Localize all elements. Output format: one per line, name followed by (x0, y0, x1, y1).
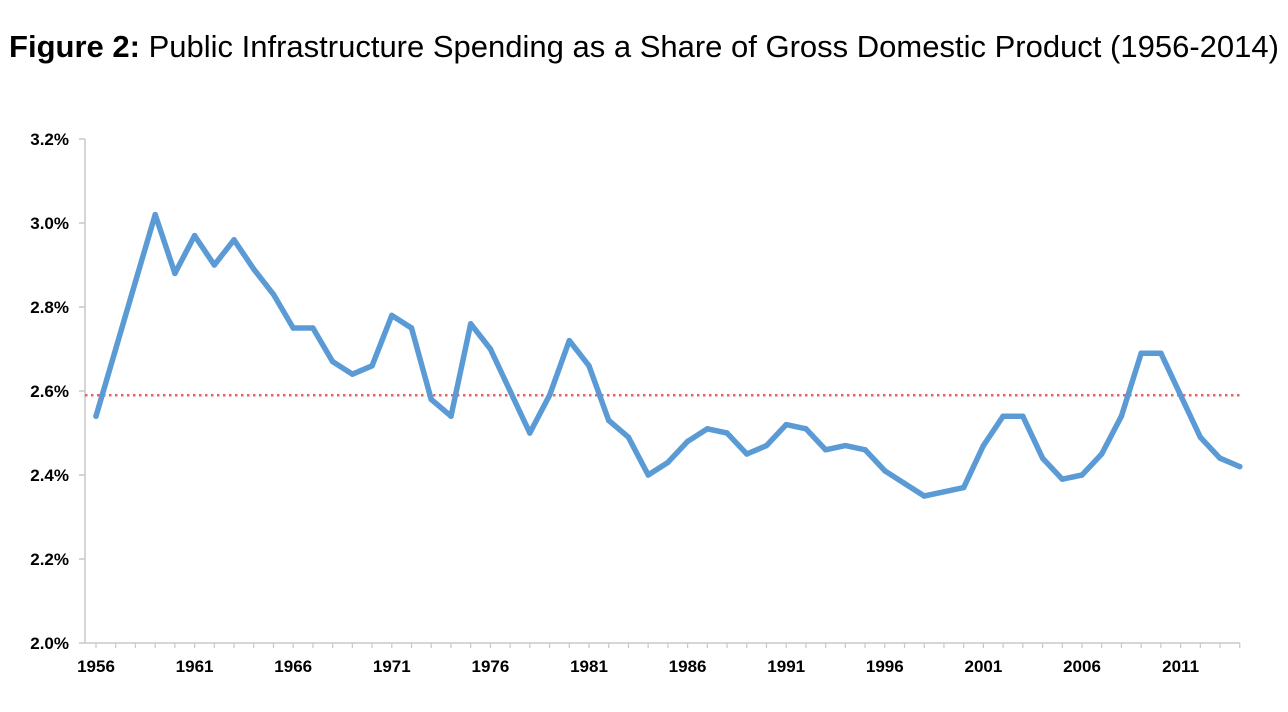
data-point (1158, 350, 1164, 356)
data-point (1020, 413, 1026, 419)
chart-title-text: Public Infrastructure Spending as a Shar… (148, 29, 1279, 64)
data-point (93, 413, 99, 419)
y-tick-label: 2.4% (30, 466, 69, 485)
y-axis: 2.0% 2.2% 2.4% 2.6% 2.8% 3.0% 3.2% (30, 130, 86, 653)
data-point (1177, 392, 1184, 398)
y-tick-label: 3.0% (30, 214, 69, 233)
data-point (428, 396, 434, 403)
data-point (389, 312, 395, 319)
data-point (1098, 451, 1105, 457)
data-point (112, 346, 119, 352)
data-point (507, 388, 513, 394)
data-point (1237, 463, 1243, 470)
x-axis: 1956 1961 1966 1971 1976 1981 1986 1991 1996 2001… (77, 642, 1241, 676)
data-point (251, 266, 257, 272)
data-point (645, 472, 651, 478)
data-point (960, 484, 967, 491)
x-tick-label: 2001 (964, 657, 1002, 676)
data-point (625, 434, 632, 440)
data-point (211, 262, 218, 268)
data-point (1138, 350, 1144, 356)
data-point (448, 413, 454, 419)
x-tick-label: 1976 (471, 657, 509, 676)
data-point (566, 337, 573, 344)
x-tick-label: 1966 (274, 657, 312, 676)
data-point (921, 493, 927, 499)
data-point (901, 480, 908, 487)
data-point (822, 447, 829, 453)
data-point (487, 346, 494, 352)
data-point (1000, 413, 1006, 419)
y-tick-label: 2.6% (30, 382, 69, 401)
data-point (586, 363, 592, 369)
data-point (152, 211, 158, 218)
x-tick-label: 2011 (1162, 657, 1199, 676)
data-point (842, 442, 849, 449)
data-point (605, 417, 612, 424)
y-tick-label: 2.8% (30, 298, 69, 317)
data-point (803, 426, 809, 432)
y-tick-label: 2.2% (30, 550, 69, 569)
chart-title-prefix: Figure 2: (9, 29, 140, 64)
data-point (665, 459, 671, 466)
data-point (1197, 434, 1204, 440)
y-tick-label: 2.0% (30, 634, 69, 653)
data-point (704, 426, 711, 432)
x-tick-label: 1991 (767, 657, 805, 676)
data-point (862, 447, 868, 453)
data-point (941, 489, 947, 495)
data-point (1079, 472, 1085, 478)
data-point (270, 291, 277, 298)
data-point (882, 468, 888, 474)
data-point (527, 430, 533, 436)
data-point (744, 451, 750, 457)
chart-title: Figure 2: Public Infrastructure Spending… (0, 28, 1288, 66)
series-line (93, 211, 1243, 499)
data-point (349, 371, 356, 377)
data-point (172, 270, 178, 277)
data-point (1118, 413, 1125, 419)
data-point (132, 279, 139, 285)
data-point (329, 358, 336, 365)
x-tick-label: 1961 (176, 657, 214, 676)
data-point (467, 321, 474, 327)
data-point (191, 232, 198, 239)
data-point (310, 325, 316, 331)
data-point (1039, 455, 1046, 461)
y-tick-label: 3.2% (30, 130, 69, 149)
series-group (93, 211, 1243, 499)
data-point (546, 392, 553, 398)
x-tick-label: 1956 (77, 657, 115, 676)
data-point (231, 237, 237, 243)
x-tick-label: 1971 (373, 657, 411, 676)
data-point (290, 325, 296, 331)
x-tick-label: 1986 (669, 657, 707, 676)
x-tick-label: 1996 (866, 657, 904, 676)
data-point (1059, 476, 1066, 482)
data-point (1217, 455, 1223, 461)
data-point (763, 442, 770, 449)
x-tick-label: 2006 (1063, 657, 1101, 676)
data-point (408, 325, 415, 331)
data-point (980, 442, 987, 449)
data-point (684, 438, 691, 445)
data-point (724, 430, 730, 436)
data-point (369, 363, 375, 369)
x-tick-label: 1981 (570, 657, 608, 676)
data-point (783, 421, 789, 428)
